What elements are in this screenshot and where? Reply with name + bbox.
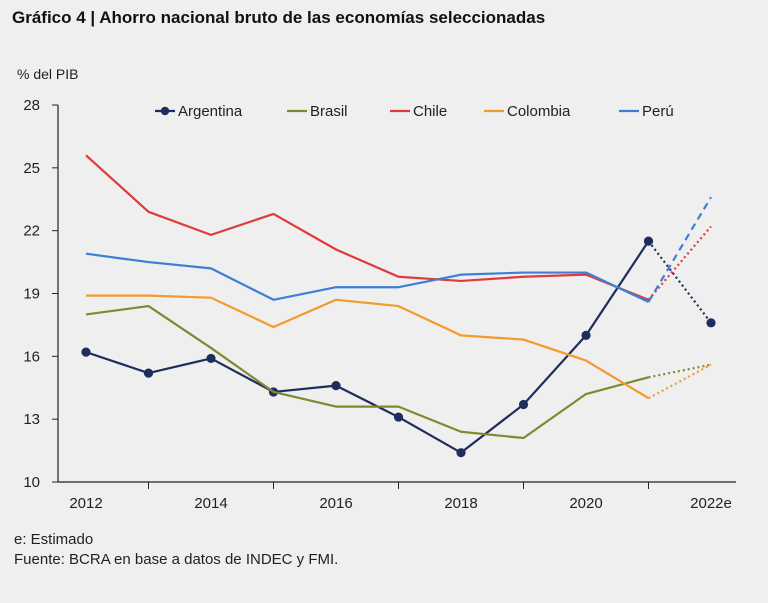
- y-tick-label: 10: [23, 474, 40, 491]
- y-axis-unit-label: % del PIB: [17, 66, 78, 82]
- legend-label-brasil: Brasil: [310, 103, 348, 120]
- point-argentina: [581, 330, 591, 340]
- point-argentina: [331, 381, 341, 391]
- legend-label-per: Perú: [642, 103, 674, 120]
- series-estimate-per: [647, 196, 712, 303]
- x-tick-label: 2020: [569, 495, 602, 512]
- y-tick-label: 22: [23, 223, 40, 240]
- series-line-brasil: [85, 304, 649, 440]
- point-argentina: [456, 448, 466, 458]
- point-argentina: [393, 412, 404, 422]
- x-tick-label: 2012: [69, 495, 102, 512]
- series-line-colombia: [86, 294, 650, 400]
- point-argentina: [206, 353, 216, 364]
- series-line-argentina: [85, 240, 650, 454]
- series-estimate-colombia: [647, 363, 712, 400]
- point-argentina: [518, 399, 529, 410]
- series-estimate-argentina: [647, 240, 712, 324]
- series-estimate-chile: [647, 225, 712, 301]
- point-argentina: [81, 347, 91, 357]
- point-argentina: [643, 236, 654, 246]
- point-argentina: [706, 318, 716, 328]
- y-tick-label: 28: [23, 97, 40, 114]
- series-layer: [81, 154, 716, 458]
- legend: Argentina Brasil Chile Colombia Perú: [155, 103, 674, 120]
- x-tick-label: 2018: [444, 495, 477, 512]
- legend-marker-argentina: [160, 106, 170, 116]
- y-tick-label: 16: [23, 348, 40, 365]
- x-tick-label: 2014: [194, 495, 227, 512]
- axes: 10 13 16 19 22 25 28 2012 2014 2016 2018 2020 2022e: [23, 97, 736, 512]
- legend-label-argentina: Argentina: [178, 103, 243, 120]
- source-note: Fuente: BCRA en base a datos de INDEC y …: [14, 551, 339, 568]
- y-tick-label: 19: [23, 286, 40, 303]
- legend-label-chile: Chile: [413, 103, 447, 120]
- x-tick-label: 2016: [319, 495, 352, 512]
- x-tick-label: 2022e: [690, 495, 732, 512]
- estimate-note: e: Estimado: [14, 531, 94, 548]
- legend-label-colombia: Colombia: [507, 103, 571, 120]
- series-line-per: [85, 252, 649, 303]
- y-tick-label: 25: [23, 160, 40, 177]
- series-estimate-brasil: [648, 363, 712, 379]
- series-line-chile: [85, 154, 649, 301]
- point-argentina: [143, 368, 154, 378]
- y-tick-label: 13: [23, 411, 40, 428]
- chart-title: Gráfico 4 | Ahorro nacional bruto de las…: [12, 8, 546, 27]
